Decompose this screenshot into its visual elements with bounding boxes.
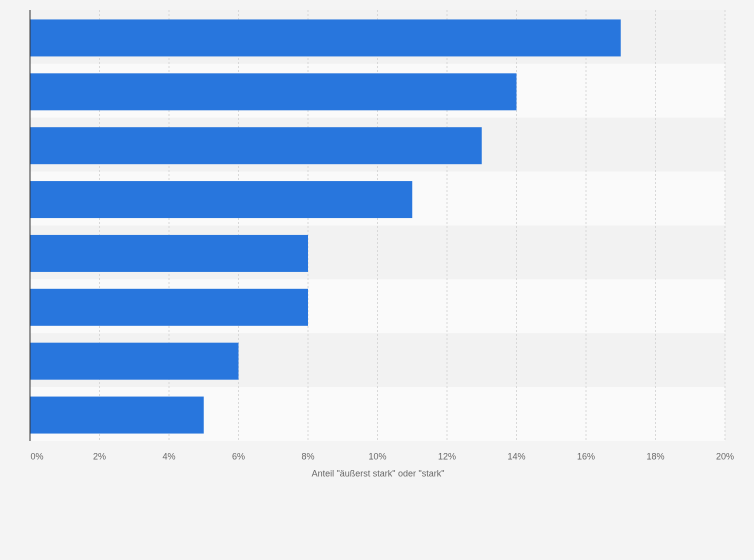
- x-axis-label: Anteil "äußerst stark" oder "stark": [312, 468, 445, 478]
- x-tick-label: 8%: [301, 451, 314, 461]
- x-tick-label: 14%: [507, 451, 525, 461]
- bar: [30, 181, 413, 219]
- bar: [30, 342, 239, 380]
- bar: [30, 288, 308, 326]
- x-tick-label: 4%: [162, 451, 175, 461]
- x-tick-label: 12%: [438, 451, 456, 461]
- x-tick-label: 6%: [232, 451, 245, 461]
- bar: [30, 19, 621, 57]
- bar: [30, 234, 308, 272]
- x-tick-label: 16%: [577, 451, 595, 461]
- bar: [30, 127, 482, 165]
- x-tick-label: 20%: [716, 451, 734, 461]
- x-tick-label: 0%: [30, 451, 43, 461]
- bar: [30, 396, 204, 434]
- bar: [30, 73, 517, 111]
- x-tick-label: 10%: [368, 451, 386, 461]
- x-tick-label: 18%: [646, 451, 664, 461]
- x-tick-label: 2%: [93, 451, 106, 461]
